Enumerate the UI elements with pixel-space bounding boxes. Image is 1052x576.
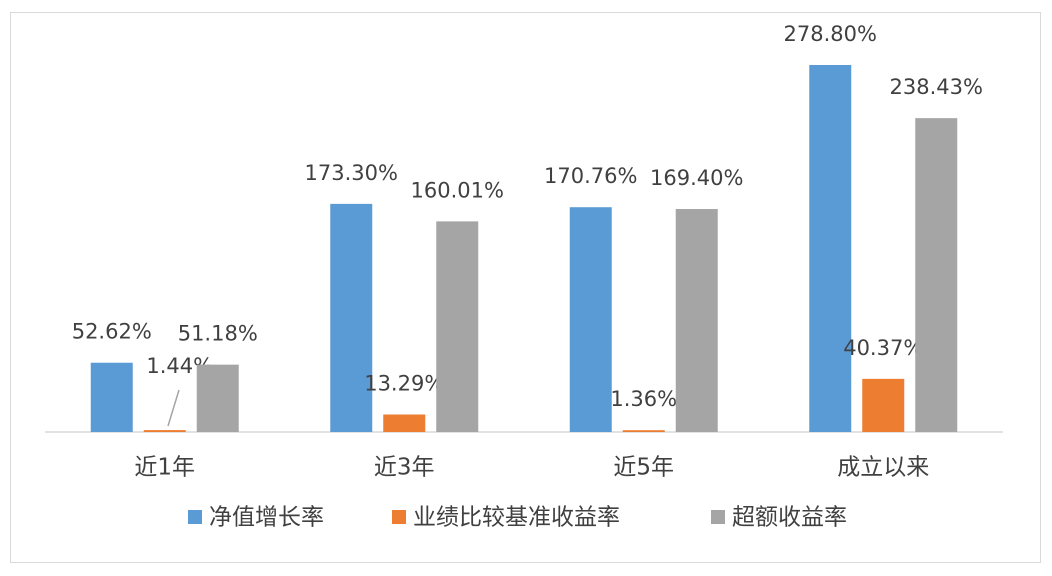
x-tick-label: 成立以来 <box>837 455 929 481</box>
data-label: 160.01% <box>411 178 504 202</box>
legend-label: 业绩比较基准收益率 <box>413 505 620 531</box>
x-tick-label: 近5年 <box>613 455 674 481</box>
leader-line <box>167 389 180 427</box>
data-label: 13.29% <box>364 372 444 396</box>
bar <box>90 362 133 432</box>
data-label: 40.37% <box>843 336 923 360</box>
bar <box>675 209 718 432</box>
data-label: 238.43% <box>890 75 983 99</box>
legend-swatch <box>392 510 406 524</box>
legend-label: 净值增长率 <box>209 505 324 531</box>
chart-frame <box>10 12 1041 563</box>
bar <box>915 118 958 432</box>
data-label: 51.18% <box>178 322 258 346</box>
bar <box>862 378 905 432</box>
legend-swatch <box>711 510 725 524</box>
bar <box>622 430 665 432</box>
x-tick-label: 近1年 <box>134 455 195 481</box>
data-label: 173.30% <box>305 161 398 185</box>
bar <box>143 430 186 432</box>
data-label: 169.40% <box>650 166 743 190</box>
bar <box>569 207 612 432</box>
bar <box>383 414 426 432</box>
bar <box>809 65 852 432</box>
bar <box>196 364 239 432</box>
data-label: 1.36% <box>610 387 677 411</box>
bar <box>330 203 373 432</box>
legend-swatch <box>188 510 202 524</box>
bar <box>436 221 479 432</box>
data-label: 52.62% <box>72 320 152 344</box>
x-tick-label: 近3年 <box>374 455 435 481</box>
data-label: 278.80% <box>784 22 877 46</box>
legend-label: 超额收益率 <box>732 505 847 531</box>
data-label: 170.76% <box>544 164 637 188</box>
